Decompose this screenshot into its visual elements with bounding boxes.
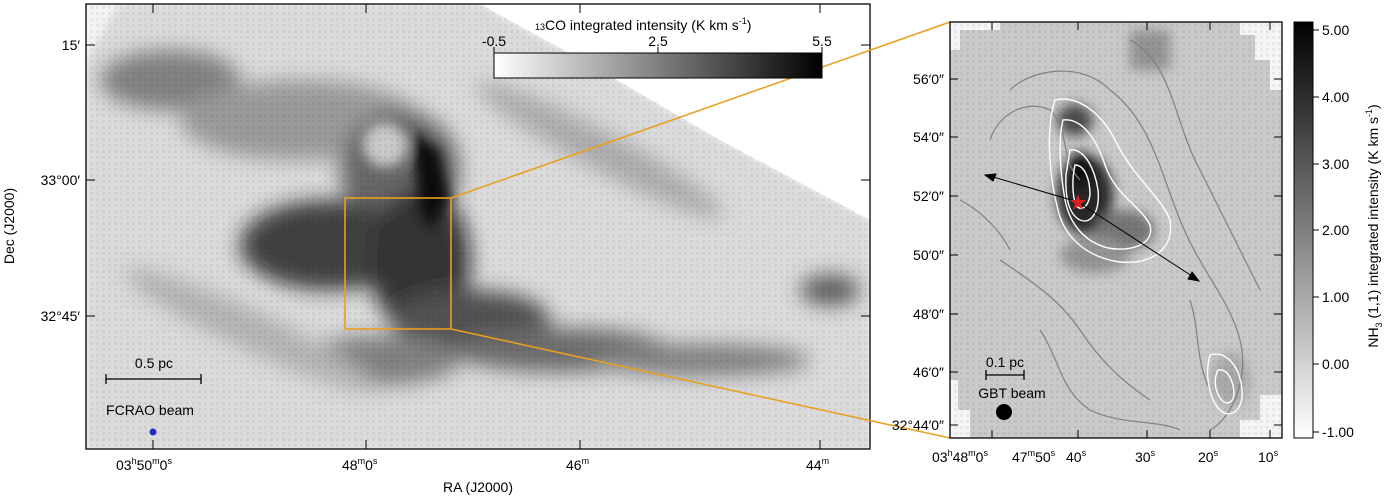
- right-ytick-1: 54′0″: [913, 129, 944, 145]
- right-xtick-5: 10s: [1258, 448, 1279, 465]
- co-colorbar: [493, 52, 823, 79]
- zoom-line-top: [450, 21, 951, 199]
- right-ytick-2: 52′0″: [913, 188, 944, 204]
- right-ticks: [949, 22, 1282, 438]
- left-beam-label: FCRAO beam: [106, 402, 194, 418]
- outflow-arrows: [983, 173, 1201, 282]
- left-xlabel: RA (J2000): [443, 479, 513, 495]
- zoom-box: [344, 197, 452, 330]
- left-ytick-2: 32°45′: [41, 308, 81, 324]
- left-scale-label: 0.5 pc: [135, 355, 173, 371]
- nh3-cbar-tick-1: 4.00: [1322, 89, 1349, 105]
- left-xtick-1: 48m0s: [342, 456, 378, 473]
- right-xtick-0: 03h48m0s: [932, 448, 988, 465]
- left-xtick-0: 03h50m0s: [116, 456, 172, 473]
- right-xtick-1: 47m50s: [1012, 448, 1056, 465]
- nh3-cbar-tick-6: -1.00: [1322, 424, 1354, 440]
- right-ytick-5: 46′0″: [913, 364, 944, 380]
- source-star-marker: [1070, 194, 1086, 210]
- nh3-colorbar-label: NH3 (1,1) integrated intensity (K km s-1…: [1364, 104, 1384, 347]
- right-scale-label: 0.1 pc: [986, 354, 1024, 370]
- co-colorbar-label: 13CO integrated intensity (K km s-1): [535, 16, 751, 33]
- right-xtick-4: 20s: [1198, 448, 1219, 465]
- right-beam-label: GBT beam: [978, 385, 1045, 401]
- nh3-map: [950, 22, 1282, 438]
- fcrao-beam-marker: [149, 428, 157, 436]
- co-cbar-tick-0: -0.5: [482, 33, 506, 49]
- left-scale-bar: [105, 374, 202, 384]
- nh3-cbar-tick-4: 1.00: [1322, 289, 1349, 305]
- co-cbar-tick-1: 2.5: [648, 33, 668, 49]
- right-ytick-3: 50′0″: [913, 247, 944, 263]
- zoom-line-bottom: [450, 328, 951, 439]
- left-ytick-1: 33°00′: [41, 172, 81, 188]
- right-xticks: 03h48m0s 47m50s 40s 30s 20s 10s: [932, 448, 1279, 465]
- nh3-colorbar: [1293, 21, 1314, 439]
- right-axes-frame: [949, 21, 1283, 439]
- nh3-cbar-tick-3: 2.00: [1322, 222, 1349, 238]
- right-ytick-4: 48′0″: [913, 306, 944, 322]
- gbt-beam-marker: [996, 404, 1012, 420]
- left-axes-frame: [85, 3, 871, 450]
- nh3-cbar-tick-0: 5.00: [1322, 22, 1349, 38]
- co-colorbar-ticks: [493, 47, 823, 53]
- left-xtick-3: 44m: [806, 456, 829, 473]
- nh3-cbar-tick-2: 3.00: [1322, 156, 1349, 172]
- right-xtick-3: 30s: [1135, 448, 1156, 465]
- right-ytick-6: 32°44′0″: [892, 417, 944, 433]
- left-ylabel: Dec (J2000): [1, 188, 17, 264]
- nh3-cbar-tick-5: 0.00: [1322, 356, 1349, 372]
- left-ticks: [86, 4, 870, 449]
- nh3-colorbar-ticks: [1313, 29, 1319, 433]
- right-xtick-2: 40s: [1066, 448, 1087, 465]
- right-scale-bar: [985, 370, 1025, 380]
- left-ytick-0: 15′: [62, 37, 81, 53]
- right-ytick-0: 56′0″: [913, 71, 944, 87]
- left-xtick-2: 46m: [566, 456, 589, 473]
- co-cbar-tick-2: 5.5: [812, 33, 832, 49]
